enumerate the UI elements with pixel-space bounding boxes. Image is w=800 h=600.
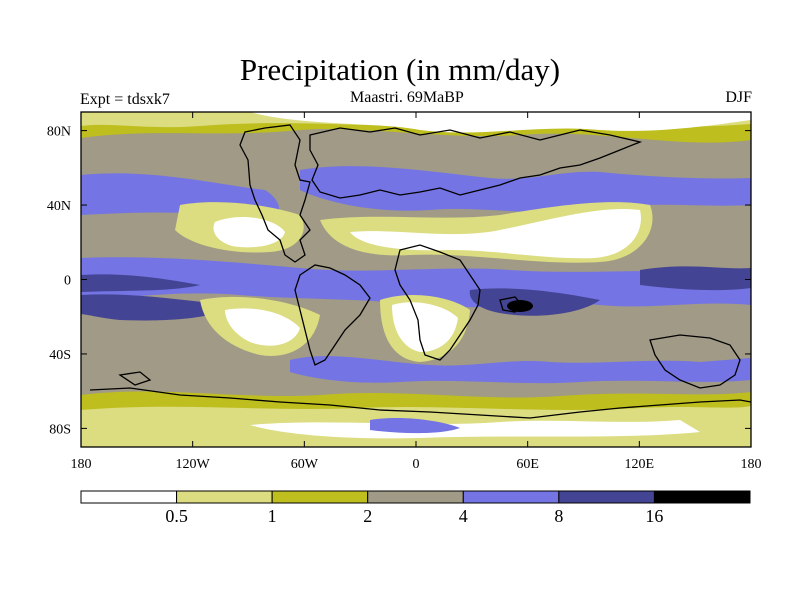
antarctica-coast — [89, 387, 751, 419]
max-precip-cell — [507, 300, 533, 312]
colorbar-swatch — [80, 490, 178, 504]
colorbar-swatch — [271, 490, 369, 504]
colorbar-label: 0.5 — [165, 506, 188, 526]
y-tick-label: 80N — [47, 125, 71, 140]
colorbar-swatch — [653, 490, 751, 504]
island-coast — [118, 371, 152, 386]
colorbar-swatch — [367, 490, 464, 504]
south-dry-core-1 — [225, 308, 300, 346]
season-label: DJF — [725, 89, 752, 106]
south-polar-dry — [250, 420, 700, 439]
colorbar-label: 4 — [459, 506, 468, 526]
y-tick-label: 80S — [49, 422, 71, 437]
itcz-core-west — [81, 274, 200, 292]
colorbar-swatch — [462, 490, 560, 504]
x-tick-label: 0 — [413, 457, 420, 472]
x-tick-label: 60W — [291, 457, 319, 472]
map-title: Precipitation (in mm/day) — [239, 52, 561, 87]
x-tick-label: 120E — [625, 457, 655, 472]
africa-coast — [394, 244, 481, 361]
colorbar-swatch — [558, 490, 655, 504]
north-polar-dry — [250, 112, 751, 133]
x-tick-label: 180 — [741, 457, 762, 472]
colorbar-label: 16 — [645, 506, 663, 526]
north-america-coast — [239, 124, 311, 263]
axis-ticks: 180 120W 60W 0 60E 120E 180 80N 40N 0 40S 80S — [47, 112, 762, 472]
precipitation-field — [81, 112, 751, 447]
south-dry-core-2 — [392, 302, 458, 352]
eurasia-coast — [309, 127, 643, 199]
itcz-core-east — [640, 266, 751, 291]
antarctic-wet-patch — [370, 417, 460, 434]
atlantic-eurasian-storm-track — [300, 166, 751, 213]
colorbar-label: 1 — [268, 506, 277, 526]
india-coast — [499, 296, 523, 313]
period-subtitle: Maastri. 69MaBP — [350, 89, 464, 106]
subtropical-dry-core-1 — [213, 217, 285, 248]
colorbar-swatch — [176, 490, 273, 504]
y-tick-label: 40S — [49, 348, 71, 363]
x-tick-label: 120W — [176, 457, 211, 472]
y-tick-label: 0 — [64, 274, 71, 289]
colorbar: 0.5 1 2 4 8 16 — [80, 490, 751, 526]
coastlines — [89, 124, 751, 419]
southern-storm-track — [290, 356, 751, 384]
colorbar-label: 8 — [554, 506, 563, 526]
itcz-band — [81, 257, 751, 308]
x-tick-label: 180 — [71, 457, 92, 472]
south-pacific-convergence — [81, 294, 230, 321]
x-tick-label: 60E — [516, 457, 539, 472]
colorbar-label: 2 — [363, 506, 372, 526]
experiment-label: Expt = tdsxk7 — [80, 91, 170, 108]
australia-coast — [649, 334, 741, 389]
y-tick-label: 40N — [47, 199, 71, 214]
south-america-coast — [294, 264, 371, 366]
